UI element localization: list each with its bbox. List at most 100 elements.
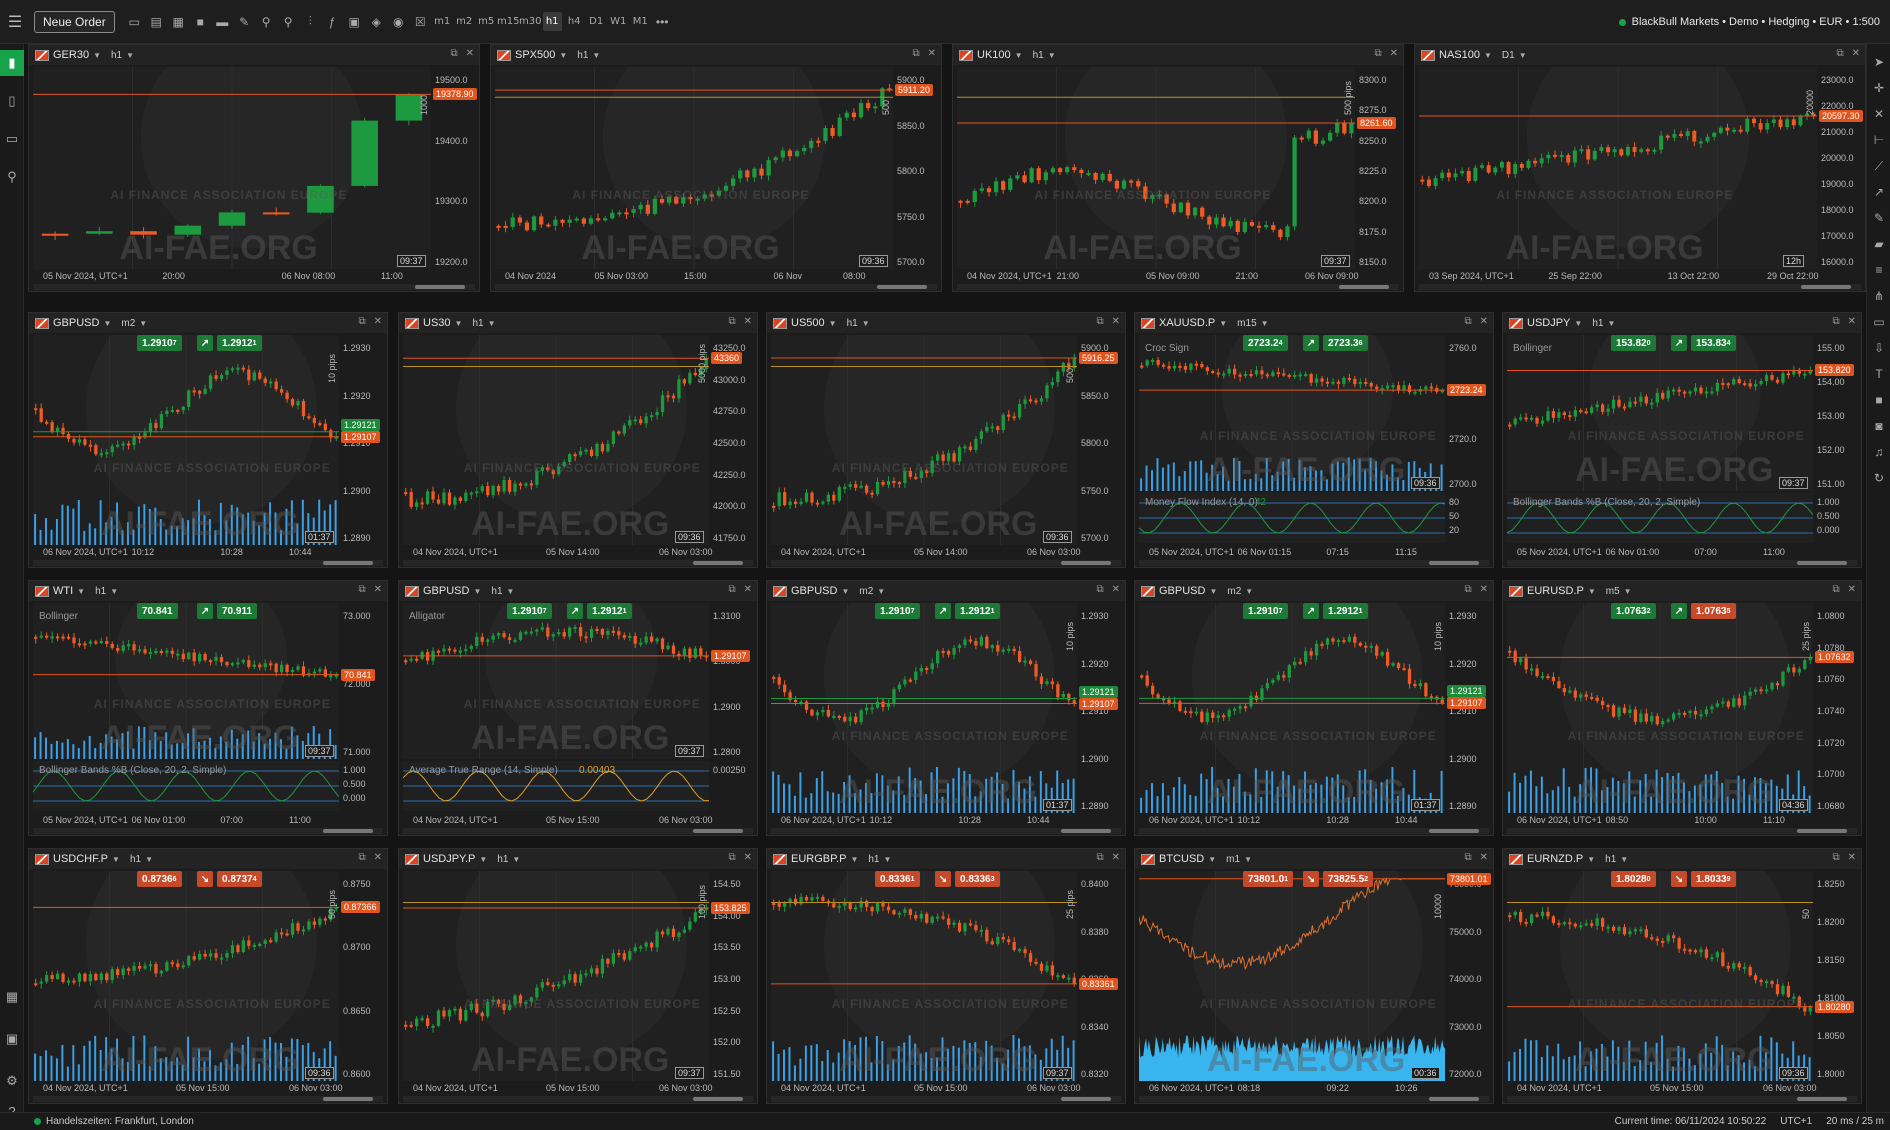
chart-panel[interactable]: GBPUSD ▼ m2 ▼ ⧉ ✕ AI-FAE.ORG AI FINANCE ASSOCIA…	[28, 312, 388, 568]
popout-icon[interactable]: ⧉	[1096, 584, 1104, 595]
scrollbar-thumb[interactable]	[693, 829, 743, 833]
price-chart[interactable]	[1507, 871, 1813, 1081]
trade-arrow-icon[interactable]: ↘	[1671, 871, 1687, 887]
chevron-down-icon[interactable]: ▼	[512, 854, 521, 864]
grid-layout-icon[interactable]: ▦	[172, 14, 184, 29]
close-icon[interactable]: ✕	[743, 584, 752, 595]
sell-price-button[interactable]: 73801.0 1	[1243, 871, 1294, 887]
popout-icon[interactable]: ⧉	[1464, 852, 1472, 863]
timeframe-selector[interactable]: m5	[1605, 585, 1620, 597]
popout-icon[interactable]: ⧉	[728, 316, 736, 327]
popout-icon[interactable]: ⧉	[1832, 852, 1840, 863]
chart-panel[interactable]: SPX500 ▼ h1 ▼ ⧉ ✕ AI-FAE.ORG AI FINANCE ASSOCIA…	[490, 44, 942, 292]
buy-price-button[interactable]: 1.2912 1	[217, 335, 262, 351]
close-icon[interactable]: ✕	[1479, 316, 1488, 327]
timeframe-selector[interactable]: h1	[129, 853, 142, 865]
popout-icon[interactable]: ⧉	[912, 48, 920, 59]
chart-scrollbar[interactable]	[33, 560, 383, 566]
sell-price-button[interactable]: 1.2910 7	[137, 335, 182, 351]
chart-panel[interactable]: USDJPY.P ▼ h1 ▼ ⧉ ✕ AI-FAE.ORG AI FINANCE ASSOC…	[398, 848, 758, 1104]
timeframe-selector[interactable]: h1	[111, 49, 123, 61]
chevron-down-icon[interactable]: ▼	[1219, 318, 1228, 328]
chart-scrollbar[interactable]	[403, 1096, 753, 1102]
scrollbar-thumb[interactable]	[1429, 561, 1479, 565]
chevron-down-icon[interactable]: ▼	[126, 50, 135, 60]
indicator-pane[interactable]	[1139, 493, 1445, 543]
buy-price-button[interactable]: 1.0763 5	[1691, 603, 1736, 619]
popout-icon[interactable]: ⧉	[358, 584, 366, 595]
new-order-button[interactable]: Neue Order	[34, 10, 115, 33]
buy-price-button[interactable]: 0.8737 4	[217, 871, 262, 887]
close-icon[interactable]: ✕	[1111, 584, 1120, 595]
chart-panel[interactable]: GBPUSD ▼ m2 ▼ ⧉ ✕ AI-FAE.ORG AI FINANCE ASSOCIA…	[1134, 580, 1494, 836]
search-icon[interactable]: ⚲	[7, 169, 17, 184]
chevron-down-icon[interactable]: ▼	[850, 854, 859, 864]
chart-scrollbar[interactable]	[403, 828, 753, 834]
symbol-selector[interactable]: GBPUSD	[1159, 585, 1206, 597]
chevron-down-icon[interactable]: ▼	[479, 854, 488, 864]
indicator-label[interactable]: Bollinger	[1513, 343, 1552, 354]
chart-panel[interactable]: US500 ▼ h1 ▼ ⧉ ✕ AI-FAE.ORG AI FINANCE ASSOCIAT…	[766, 312, 1126, 568]
eye-icon[interactable]: ◉	[392, 14, 404, 29]
symbol-selector[interactable]: USDJPY.P	[423, 853, 476, 865]
chevron-down-icon[interactable]: ▼	[1587, 586, 1596, 596]
replay-icon[interactable]: ↻	[1873, 471, 1885, 485]
symbol-selector[interactable]: USDCHF.P	[53, 853, 109, 865]
timeframe-h1[interactable]: h1	[542, 12, 562, 31]
price-chart[interactable]	[771, 603, 1077, 813]
popout-icon[interactable]: ⧉	[1096, 316, 1104, 327]
timeframe-selector[interactable]: D1	[1501, 49, 1515, 61]
timeframe-selector[interactable]: h1	[1032, 49, 1044, 61]
chart-scrollbar[interactable]	[957, 284, 1399, 290]
chart-scrollbar[interactable]	[1507, 1096, 1857, 1102]
timeframe-h4[interactable]: h4	[567, 16, 581, 27]
chevron-down-icon[interactable]: ▼	[861, 318, 870, 328]
popout-icon[interactable]: ⧉	[358, 316, 366, 327]
popout-icon[interactable]: ⧉	[728, 852, 736, 863]
close-icon[interactable]: ✕	[1479, 852, 1488, 863]
price-chart[interactable]	[957, 67, 1355, 269]
timeframe-selector[interactable]: m1	[1226, 853, 1241, 865]
chart-scrollbar[interactable]	[1507, 560, 1857, 566]
positions-icon[interactable]: ▭	[5, 131, 19, 146]
price-chart[interactable]	[1139, 335, 1445, 491]
cursor-icon[interactable]: ➤	[1873, 55, 1885, 69]
price-chart[interactable]	[403, 603, 709, 759]
trade-arrow-icon[interactable]: ↘	[197, 871, 213, 887]
zoom-out-icon[interactable]: ⚲	[283, 14, 293, 29]
indicator-pane[interactable]	[33, 761, 339, 811]
chart-mode-icon[interactable]: ▮	[0, 50, 24, 76]
popout-icon[interactable]: ⧉	[1832, 584, 1840, 595]
timeframe-selector[interactable]: h1	[846, 317, 858, 329]
chart-scrollbar[interactable]	[495, 284, 937, 290]
scrollbar-thumb[interactable]	[1797, 1097, 1847, 1101]
timeframe-selector[interactable]: h1	[491, 585, 503, 597]
indicator-pane[interactable]	[403, 761, 709, 811]
chevron-down-icon[interactable]: ▼	[877, 586, 886, 596]
timeframe-selector[interactable]: m2	[859, 585, 874, 597]
chevron-down-icon[interactable]: ▼	[592, 50, 601, 60]
fibonacci-icon[interactable]: ≡	[1875, 263, 1883, 277]
square-tool-icon[interactable]: ■	[1875, 393, 1883, 407]
alarm-icon[interactable]: ♫	[1874, 445, 1884, 459]
scrollbar-thumb[interactable]	[1339, 285, 1389, 289]
symbol-selector[interactable]: UK100	[977, 49, 1011, 61]
scrollbar-thumb[interactable]	[693, 561, 743, 565]
chevron-down-icon[interactable]: ▼	[1244, 854, 1252, 864]
chevron-down-icon[interactable]: ▼	[1260, 318, 1269, 328]
sell-price-button[interactable]: 153.82 0	[1611, 335, 1656, 351]
buy-price-button[interactable]: 1.2912 1	[587, 603, 632, 619]
chevron-down-icon[interactable]: ▼	[454, 318, 463, 328]
chevron-down-icon[interactable]: ▼	[93, 50, 101, 60]
symbol-selector[interactable]: SPX500	[515, 49, 556, 61]
sell-price-button[interactable]: 1.2910 7	[507, 603, 552, 619]
chevron-down-icon[interactable]: ▼	[103, 318, 112, 328]
symbol-selector[interactable]: EURGBP.P	[791, 853, 847, 865]
popout-icon[interactable]: ⧉	[1374, 48, 1382, 59]
chart-scrollbar[interactable]	[1139, 1096, 1489, 1102]
rectangle-icon[interactable]: ▭	[1873, 315, 1885, 329]
buy-price-button[interactable]: 73825.5 2	[1323, 871, 1374, 887]
pen-icon[interactable]: ✎	[1873, 211, 1885, 225]
chart-panel[interactable]: EURUSD.P ▼ m5 ▼ ⧉ ✕ AI-FAE.ORG AI FINANCE ASSOC…	[1502, 580, 1862, 836]
scrollbar-thumb[interactable]	[415, 285, 465, 289]
